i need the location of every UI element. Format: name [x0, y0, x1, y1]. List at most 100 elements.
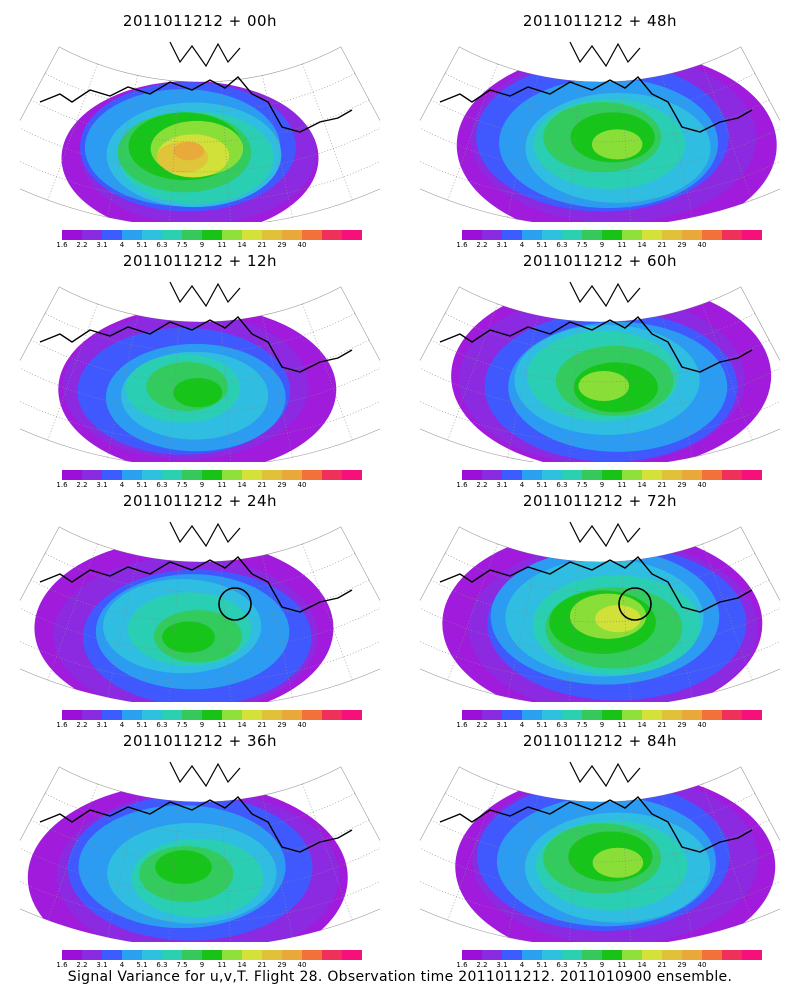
- longitude-line: [47, 543, 98, 681]
- colorbar-tick-label: 14: [637, 481, 647, 489]
- longitude-line: [168, 801, 180, 942]
- colorbar-tick-label: 1.6: [456, 241, 468, 249]
- colorbar-swatch: [302, 710, 322, 720]
- colorbar-tick-label: 5.1: [136, 241, 148, 249]
- colorbar-swatch: [462, 710, 482, 720]
- colorbar-tick-label: 1.6: [56, 721, 68, 729]
- colorbar-swatch: [342, 950, 362, 960]
- colorbar-tick-label: 40: [297, 481, 307, 489]
- arctic-islands: [169, 41, 241, 68]
- longitude-line: [507, 75, 538, 218]
- colorbar-swatch: [162, 230, 182, 240]
- colorbar-ticks: 1.6 2.2 3.1 4 5.1 6.3 7.5 9 11 14 21 29 40: [452, 721, 772, 731]
- colorbar-swatch: [102, 470, 122, 480]
- colorbar-swatch: [102, 710, 122, 720]
- longitude-line: [262, 795, 293, 938]
- graticule: [420, 783, 780, 942]
- coastline: [439, 796, 753, 853]
- colorbar-swatch: [722, 950, 742, 960]
- colorbar-tick-label: 6.3: [156, 481, 168, 489]
- coastline: [439, 316, 753, 373]
- colorbar-tick-label: 5.1: [136, 721, 148, 729]
- colorbar-swatch: [102, 230, 122, 240]
- contour-level: [155, 850, 212, 884]
- colorbar-swatch: [62, 470, 82, 480]
- longitude-line: [447, 543, 498, 681]
- colorbar-swatch: [202, 710, 222, 720]
- colorbar-swatch: [702, 710, 722, 720]
- colorbar-swatch: [242, 230, 262, 240]
- longitude-line: [302, 783, 353, 921]
- colorbar-tick-label: 29: [277, 961, 287, 969]
- colorbar-tick-label: 11: [617, 721, 627, 729]
- colorbar-ticks: 1.6 2.2 3.1 4 5.1 6.3 7.5 9 11 14 21 29 40: [52, 961, 372, 971]
- colorbar-swatch: [282, 710, 302, 720]
- panel-title: 2011011212 + 84h: [522, 732, 678, 750]
- panel-title: 2011011212 + 48h: [522, 12, 678, 30]
- colorbar-tick-label: 11: [217, 481, 227, 489]
- colorbar-swatch: [222, 470, 242, 480]
- colorbar-swatch: [142, 710, 162, 720]
- contour-level: [162, 621, 215, 653]
- colorbar-swatch: [662, 710, 682, 720]
- colorbar-tick-label: 4: [519, 241, 525, 249]
- colorbar-swatch: [682, 230, 702, 240]
- arctic-islands: [569, 281, 641, 308]
- latitude-line: [30, 579, 370, 623]
- longitude-line: [262, 315, 293, 458]
- colorbar-tick-label: 4: [519, 481, 525, 489]
- colorbar-swatch: [662, 470, 682, 480]
- colorbar-swatch: [482, 710, 502, 720]
- colorbar-tick-label: 1.6: [456, 961, 468, 969]
- colorbar-swatch: [602, 950, 622, 960]
- colorbar-tick-label: 6.3: [556, 961, 568, 969]
- latitude-line: [20, 881, 380, 923]
- longitude-line: [568, 321, 580, 462]
- colorbar-swatch: [202, 470, 222, 480]
- colorbar-swatch: [642, 950, 662, 960]
- map-plot: [420, 281, 780, 462]
- colorbar-tick-label: 1.6: [456, 721, 468, 729]
- longitude-line: [702, 783, 753, 921]
- longitude-line: [620, 561, 632, 702]
- signal-variance-field: [455, 771, 776, 942]
- colorbar-tick-label: 2.2: [476, 241, 488, 249]
- arctic-islands: [169, 521, 241, 548]
- colorbar-tick-label: 2.2: [76, 721, 88, 729]
- colorbar-swatch: [502, 230, 522, 240]
- colorbar-swatch: [642, 230, 662, 240]
- colorbar-tick-label: 4: [519, 721, 525, 729]
- colorbar-tick-label: 40: [697, 481, 707, 489]
- longitude-line: [447, 63, 498, 201]
- colorbar-tick-label: 29: [677, 241, 687, 249]
- colorbar-tick-label: 3.1: [496, 241, 508, 249]
- colorbar-swatch: [602, 230, 622, 240]
- longitude-line: [702, 63, 753, 201]
- colorbar-swatch: [82, 470, 102, 480]
- map-panel: 2011011212 + 24h 1.6 2.2 3.1 4 5.1 6.3 7.5 9 11 14…: [0, 486, 400, 729]
- colorbar-swatch: [682, 710, 702, 720]
- longitude-line: [568, 801, 580, 942]
- colorbar-swatch: [142, 950, 162, 960]
- colorbar-swatch: [622, 950, 642, 960]
- colorbar-tick-label: 21: [657, 481, 667, 489]
- colorbar-swatch: [702, 470, 722, 480]
- colorbar-tick-label: 7.5: [176, 241, 188, 249]
- colorbar-swatch: [282, 230, 302, 240]
- colorbar-swatch: [562, 230, 582, 240]
- colorbar-swatch: [742, 230, 762, 240]
- colorbar-swatch: [542, 950, 562, 960]
- colorbar-tick-label: 5.1: [536, 481, 548, 489]
- colorbar-tick-label: 21: [257, 721, 267, 729]
- colorbar-swatch: [722, 470, 742, 480]
- coastline: [439, 556, 753, 613]
- graticule: [20, 303, 380, 462]
- colorbar-swatch: [322, 470, 342, 480]
- colorbar-tick-label: 2.2: [476, 481, 488, 489]
- longitude-line: [107, 315, 138, 458]
- colorbar-swatch: [582, 230, 602, 240]
- colorbar-swatch: [662, 230, 682, 240]
- colorbar-tick-label: 40: [297, 961, 307, 969]
- colorbar-tick-label: 4: [519, 961, 525, 969]
- colorbar-tick-label: 9: [199, 721, 205, 729]
